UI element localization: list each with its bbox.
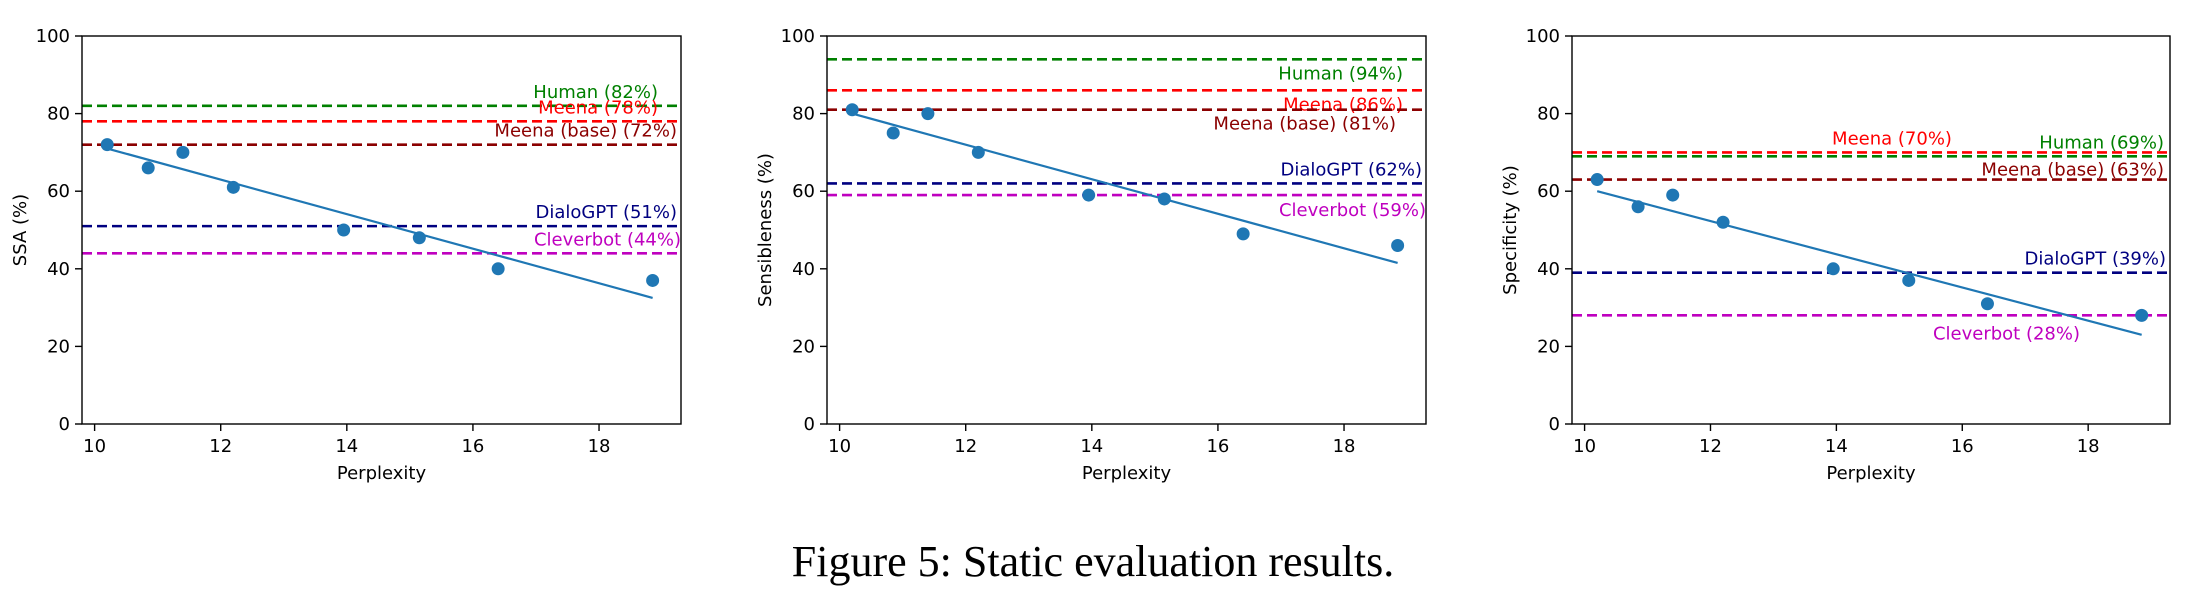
reference-label-0: Human (82%) <box>533 82 658 103</box>
reference-label-0: Meena (70%) <box>1832 128 1952 149</box>
reference-label-4: Cleverbot (44%) <box>534 229 681 250</box>
y-tick-label-3: 60 <box>1537 181 1560 202</box>
y-tick-label-0: 0 <box>1549 414 1560 435</box>
data-point-6 <box>491 262 505 276</box>
y-tick-label-4: 80 <box>1537 104 1560 125</box>
x-axis-title: Perplexity <box>1826 463 1916 484</box>
data-point-5 <box>1157 192 1171 206</box>
reference-label-1: Meena (86%) <box>1283 94 1403 115</box>
figure-caption: Figure 5: Static evaluation results. <box>791 537 1395 586</box>
x-tick-label-3: 16 <box>1206 436 1229 457</box>
y-axis-title: SSA (%) <box>10 194 31 266</box>
data-point-1 <box>1631 200 1645 214</box>
reference-label-1: Meena (78%) <box>538 97 658 118</box>
reference-label-4: Cleverbot (59%) <box>1279 200 1426 221</box>
y-tick-label-2: 40 <box>47 259 70 280</box>
data-point-1 <box>141 161 155 175</box>
data-point-3 <box>226 180 240 194</box>
y-tick-label-3: 60 <box>47 181 70 202</box>
y-tick-label-2: 40 <box>1537 259 1560 280</box>
x-tick-label-2: 14 <box>335 436 358 457</box>
x-tick-label-3: 16 <box>461 436 484 457</box>
reference-label-2: Meena (base) (81%) <box>1213 114 1396 135</box>
y-tick-label-4: 80 <box>792 104 815 125</box>
reference-label-0: Human (94%) <box>1278 63 1403 84</box>
data-point-6 <box>1980 297 1994 311</box>
trend-line <box>106 147 653 299</box>
reference-label-3: DialoGPT (39%) <box>2025 249 2166 270</box>
reference-label-4: Cleverbot (28%) <box>1933 323 2080 344</box>
x-axis-title: Perplexity <box>1082 463 1172 484</box>
sensibleness-chart-panel: Human (94%) Meena (86%)Meena (base) (81%)… <box>755 26 1427 484</box>
x-tick-label-1: 12 <box>954 436 977 457</box>
y-axis-title: Sensibleness (%) <box>755 153 776 307</box>
ssa-chart-panel: Human (82%)Meena (78%) Meena (base) (72%)… <box>10 26 682 484</box>
y-tick-label-5: 100 <box>36 26 70 47</box>
data-point-7 <box>2135 308 2149 322</box>
x-tick-label-0: 10 <box>828 436 851 457</box>
data-point-2 <box>176 145 190 159</box>
y-tick-label-0: 0 <box>59 414 70 435</box>
reference-label-1: Human (69%) <box>2039 132 2164 153</box>
data-point-5 <box>412 231 426 245</box>
y-tick-label-2: 40 <box>792 259 815 280</box>
y-tick-label-4: 80 <box>47 104 70 125</box>
data-point-0 <box>1590 173 1604 187</box>
data-point-4 <box>337 223 351 237</box>
y-tick-label-3: 60 <box>792 181 815 202</box>
x-tick-label-4: 18 <box>2077 436 2100 457</box>
y-tick-label-1: 20 <box>47 336 70 357</box>
x-tick-label-0: 10 <box>83 436 106 457</box>
plot-frame <box>81 35 682 425</box>
data-point-3 <box>971 145 985 159</box>
x-tick-label-4: 18 <box>1333 436 1356 457</box>
data-point-6 <box>1236 227 1250 241</box>
reference-label-2: Meena (base) (72%) <box>494 121 677 142</box>
data-point-2 <box>921 107 935 121</box>
trend-line <box>1596 190 2142 336</box>
y-tick-label-5: 100 <box>781 26 815 47</box>
plot-frame <box>1571 35 2171 425</box>
data-point-4 <box>1082 188 1096 202</box>
y-tick-label-1: 20 <box>792 336 815 357</box>
data-point-0 <box>100 138 114 152</box>
x-tick-label-1: 12 <box>209 436 232 457</box>
x-tick-label-4: 18 <box>588 436 611 457</box>
y-tick-label-1: 20 <box>1537 336 1560 357</box>
data-point-4 <box>1826 262 1840 276</box>
data-point-2 <box>1666 188 1680 202</box>
data-point-1 <box>886 126 900 140</box>
x-tick-label-0: 10 <box>1573 436 1596 457</box>
y-axis-title: Specificity (%) <box>1500 165 1521 295</box>
data-point-7 <box>646 273 660 287</box>
y-tick-label-0: 0 <box>804 414 815 435</box>
x-tick-label-3: 16 <box>1951 436 1974 457</box>
x-tick-label-1: 12 <box>1699 436 1722 457</box>
specificity-chart-panel: Meena (70%) Human (69%) Meena (base) (63%)… <box>1500 26 2171 484</box>
x-tick-label-2: 14 <box>1825 436 1848 457</box>
reference-label-2: Meena (base) (63%) <box>1981 160 2164 181</box>
reference-label-3: DialoGPT (51%) <box>536 202 677 223</box>
data-point-0 <box>845 103 859 117</box>
x-axis-title: Perplexity <box>337 463 427 484</box>
data-point-5 <box>1902 273 1916 287</box>
y-tick-label-5: 100 <box>1526 26 1560 47</box>
reference-label-3: DialoGPT (62%) <box>1281 159 1422 180</box>
plot-frame <box>826 35 1427 425</box>
data-point-3 <box>1716 215 1730 229</box>
trend-line <box>851 112 1398 265</box>
x-tick-label-2: 14 <box>1080 436 1103 457</box>
data-point-7 <box>1391 239 1405 253</box>
